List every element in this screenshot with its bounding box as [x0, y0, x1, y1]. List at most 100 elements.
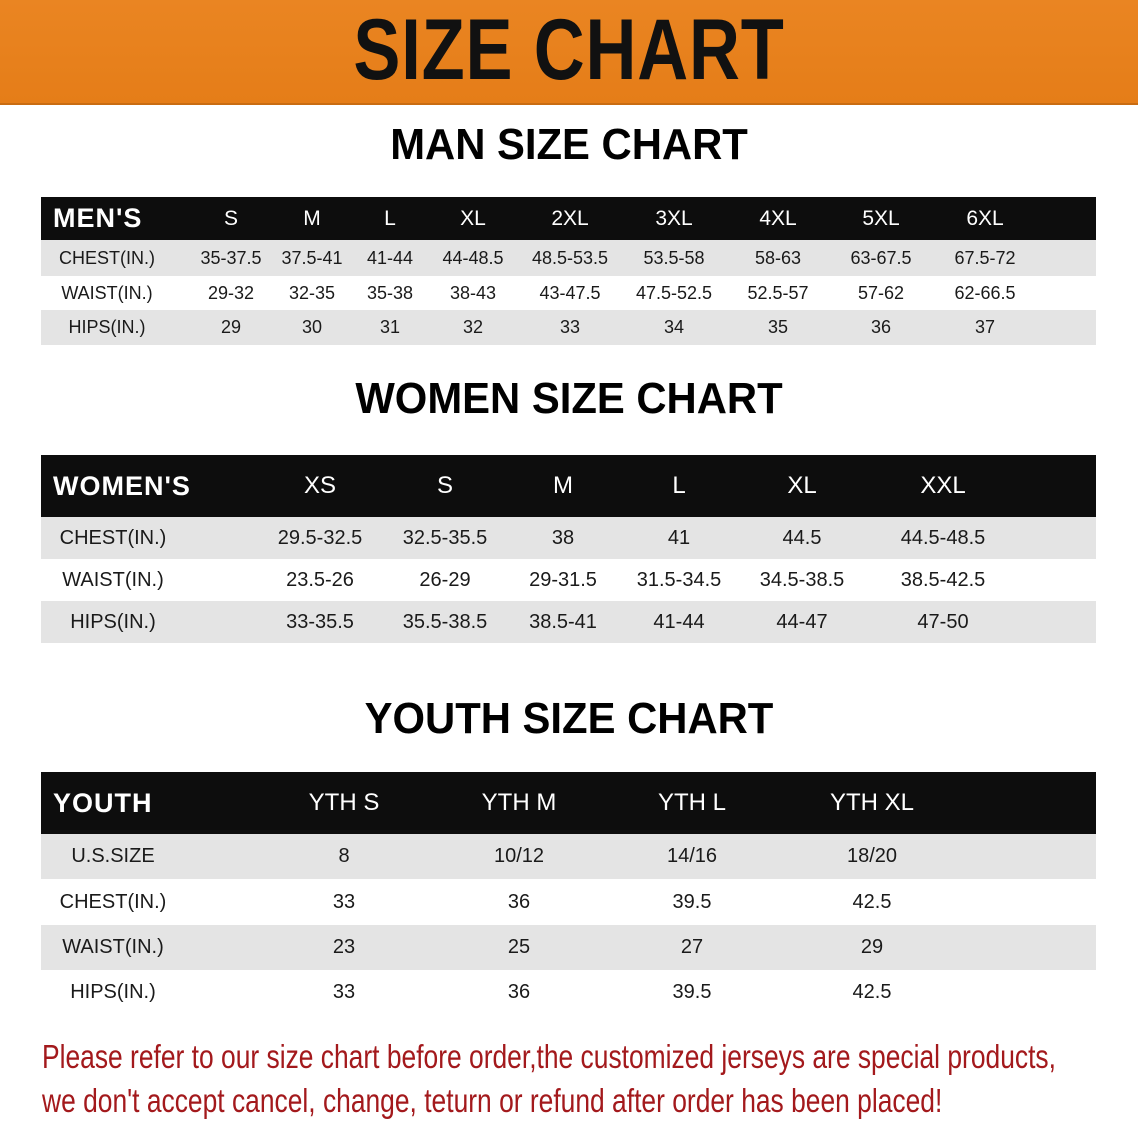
table-row: HIPS(IN.) 29 30 31 32 33 34 35 36 37 — [41, 310, 1096, 345]
size-column-header: M — [303, 206, 321, 230]
size-column-header: XXL — [920, 472, 966, 499]
header-banner: SIZE CHART — [0, 0, 1138, 105]
table-cell: 47.5-52.5 — [635, 282, 713, 303]
table-cell: 44.5 — [782, 526, 822, 549]
size-column-header: S — [436, 472, 454, 499]
table-cell: 29-32 — [207, 282, 255, 303]
measurement-label: HIPS(IN.) — [70, 610, 156, 633]
table-cell: 30 — [301, 317, 323, 337]
youth-size-table: YOUTH YTH S YTH M YTH L YTH XL U.S.SIZE 8 10/12… — [41, 772, 1096, 1015]
size-column-header: S — [223, 206, 239, 230]
table-cell: 31.5-34.5 — [636, 568, 722, 591]
size-column-header: M — [553, 472, 573, 499]
men-size-table: MEN'S S M L XL 2XL 3XL 4XL 5XL 6XL CHEST(IN.) 35-37… — [41, 197, 1096, 345]
measurement-label: CHEST(IN.) — [59, 526, 167, 549]
table-cell: 42.5 — [852, 890, 892, 913]
size-column-header: XL — [787, 472, 817, 499]
table-cell: 29 — [860, 936, 884, 958]
youth-header-row: YOUTH YTH S YTH M YTH L YTH XL — [41, 772, 1096, 834]
size-column-header: 3XL — [655, 206, 693, 230]
table-cell: 63-67.5 — [850, 247, 912, 268]
table-cell: 38.5-42.5 — [900, 568, 986, 591]
table-cell: 31 — [379, 317, 401, 337]
table-cell: 39.5 — [672, 890, 712, 913]
measurement-label: WAIST(IN.) — [61, 282, 153, 303]
table-cell: 33 — [332, 981, 356, 1003]
table-cell: 35 — [767, 317, 789, 337]
table-row: WAIST(IN.) 23.5-26 26-29 29-31.5 31.5-34.5 34… — [41, 559, 1096, 601]
table-cell: 38-43 — [449, 282, 497, 303]
table-cell: 33 — [332, 890, 356, 913]
size-column-header: 6XL — [966, 206, 1004, 230]
table-cell: 37 — [974, 317, 996, 337]
table-cell: 35-37.5 — [200, 247, 262, 268]
table-row: CHEST(IN.) 33 36 39.5 42.5 — [41, 879, 1096, 925]
size-column-header: YTH XL — [829, 789, 915, 816]
size-column-header: 2XL — [551, 206, 589, 230]
measurement-label: HIPS(IN.) — [70, 981, 156, 1003]
table-cell: 42.5 — [852, 981, 892, 1003]
table-cell: 33-35.5 — [286, 610, 354, 633]
table-cell: 26-29 — [419, 568, 471, 591]
table-cell: 41-44 — [366, 247, 414, 268]
men-header-row: MEN'S S M L XL 2XL 3XL 4XL 5XL 6XL — [41, 197, 1096, 240]
women-header-row: WOMEN'S XS S M L XL XXL — [41, 455, 1096, 517]
table-cell: 8 — [338, 845, 350, 867]
table-cell: 58-63 — [754, 247, 802, 268]
size-column-header: 5XL — [862, 206, 900, 230]
size-column-header: YTH M — [481, 789, 557, 816]
table-cell: 14/16 — [666, 845, 718, 867]
table-cell: 44.5-48.5 — [900, 526, 986, 549]
table-cell: 25 — [507, 936, 531, 958]
youth-header-label: YOUTH — [53, 787, 153, 818]
youth-section-title: YOUTH SIZE CHART — [364, 694, 774, 743]
table-cell: 32.5-35.5 — [402, 526, 488, 549]
notice-line-1: Please refer to our size chart before or… — [42, 1038, 1056, 1075]
table-row: HIPS(IN.) 33-35.5 35.5-38.5 38.5-41 41-44 44-… — [41, 601, 1096, 643]
size-column-header: YTH S — [308, 789, 380, 816]
size-column-header: L — [384, 206, 396, 230]
table-cell: 35-38 — [366, 282, 414, 303]
table-cell: 27 — [680, 936, 704, 958]
table-cell: 62-66.5 — [954, 282, 1016, 303]
table-cell: 34 — [663, 317, 685, 337]
table-cell: 23 — [332, 936, 356, 958]
table-cell: 47-50 — [917, 610, 969, 633]
size-column-header: L — [672, 472, 686, 499]
table-cell: 23.5-26 — [286, 568, 354, 591]
table-cell: 52.5-57 — [747, 282, 809, 303]
table-cell: 33 — [559, 317, 581, 337]
table-cell: 41 — [667, 526, 691, 549]
table-cell: 48.5-53.5 — [531, 247, 609, 268]
measurement-label: CHEST(IN.) — [59, 890, 167, 913]
size-column-header: 4XL — [759, 206, 797, 230]
table-cell: 39.5 — [672, 981, 712, 1003]
table-cell: 34.5-38.5 — [759, 568, 845, 591]
size-column-header: XS — [303, 472, 337, 499]
table-row: WAIST(IN.) 29-32 32-35 35-38 38-43 43-47.5 47.… — [41, 276, 1096, 310]
size-column-header: XL — [460, 206, 486, 230]
table-cell: 18/20 — [846, 845, 898, 867]
table-cell: 36 — [870, 317, 892, 337]
measurement-label: U.S.SIZE — [71, 845, 155, 867]
table-cell: 37.5-41 — [281, 247, 343, 268]
table-row: CHEST(IN.) 29.5-32.5 32.5-35.5 38 41 44.5 44.5… — [41, 517, 1096, 559]
table-cell: 67.5-72 — [954, 247, 1016, 268]
women-header-label: WOMEN'S — [53, 470, 191, 501]
table-row: U.S.SIZE 8 10/12 14/16 18/20 — [41, 834, 1096, 879]
size-column-header: YTH L — [657, 789, 727, 816]
measurement-label: WAIST(IN.) — [62, 568, 164, 591]
table-cell: 43-47.5 — [539, 282, 601, 303]
table-row: HIPS(IN.) 33 36 39.5 42.5 — [41, 970, 1096, 1015]
table-cell: 44-48.5 — [442, 247, 504, 268]
table-cell: 53.5-58 — [643, 247, 705, 268]
table-cell: 32 — [462, 317, 484, 337]
table-row: WAIST(IN.) 23 25 27 29 — [41, 925, 1096, 970]
men-header-label: MEN'S — [53, 203, 143, 233]
men-section-title: MAN SIZE CHART — [390, 120, 748, 169]
table-cell: 32-35 — [288, 282, 336, 303]
measurement-label: WAIST(IN.) — [62, 936, 164, 958]
table-cell: 29-31.5 — [529, 568, 597, 591]
table-cell: 35.5-38.5 — [402, 610, 488, 633]
table-row: CHEST(IN.) 35-37.5 37.5-41 41-44 44-48.5 48.5… — [41, 240, 1096, 276]
